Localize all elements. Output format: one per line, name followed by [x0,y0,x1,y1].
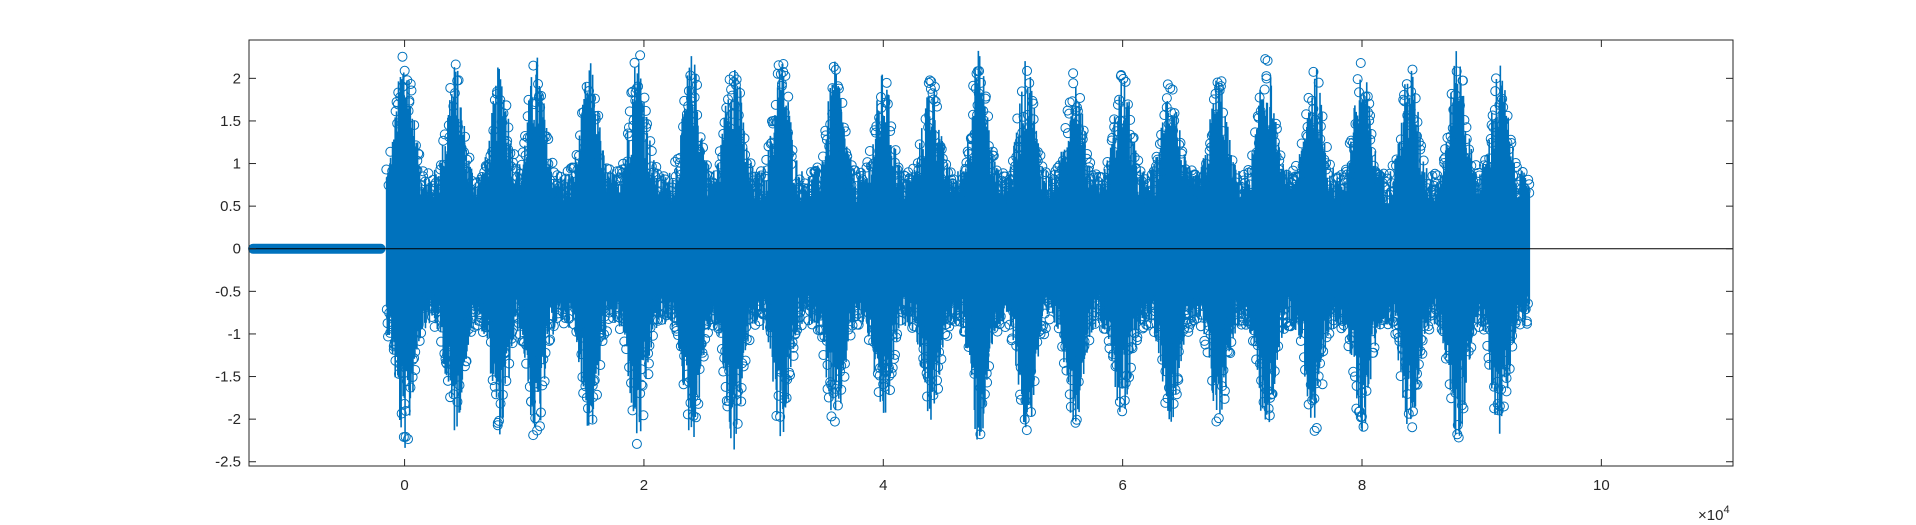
y-tick-label: 0 [233,241,241,258]
x-exponent-power: 4 [1723,504,1729,516]
x-tick-label: 4 [879,477,887,494]
x-exponent-base: ×10 [1698,507,1723,524]
y-tick-label: -2 [228,411,241,428]
x-tick-label: 0 [400,477,408,494]
x-tick-label: 2 [640,477,648,494]
y-tick-label: 1 [233,156,241,173]
y-tick-label: -0.5 [215,283,241,300]
x-axis-exponent-label: ×104 [1698,504,1730,524]
axes-box [248,39,1734,467]
x-tick-label: 8 [1358,477,1366,494]
y-tick-label: 1.5 [220,113,241,130]
stem-markers [381,50,1535,449]
y-tick-label: -1 [228,326,241,343]
x-tick-label: 10 [1593,477,1610,494]
y-axis-ticks: 2 1.5 1 0.5 0 -0.5 -1 -1.5 -2 -2.5 [215,70,1733,471]
y-tick-label: 2 [233,70,241,87]
y-tick-label: -1.5 [215,369,241,386]
y-tick-label: 0.5 [220,198,241,215]
x-axis-ticks: 0 2 4 6 8 10 [400,40,1610,494]
stem-marker-circles [381,50,1535,449]
y-tick-label: -2.5 [215,454,241,471]
x-tick-label: 6 [1118,477,1126,494]
